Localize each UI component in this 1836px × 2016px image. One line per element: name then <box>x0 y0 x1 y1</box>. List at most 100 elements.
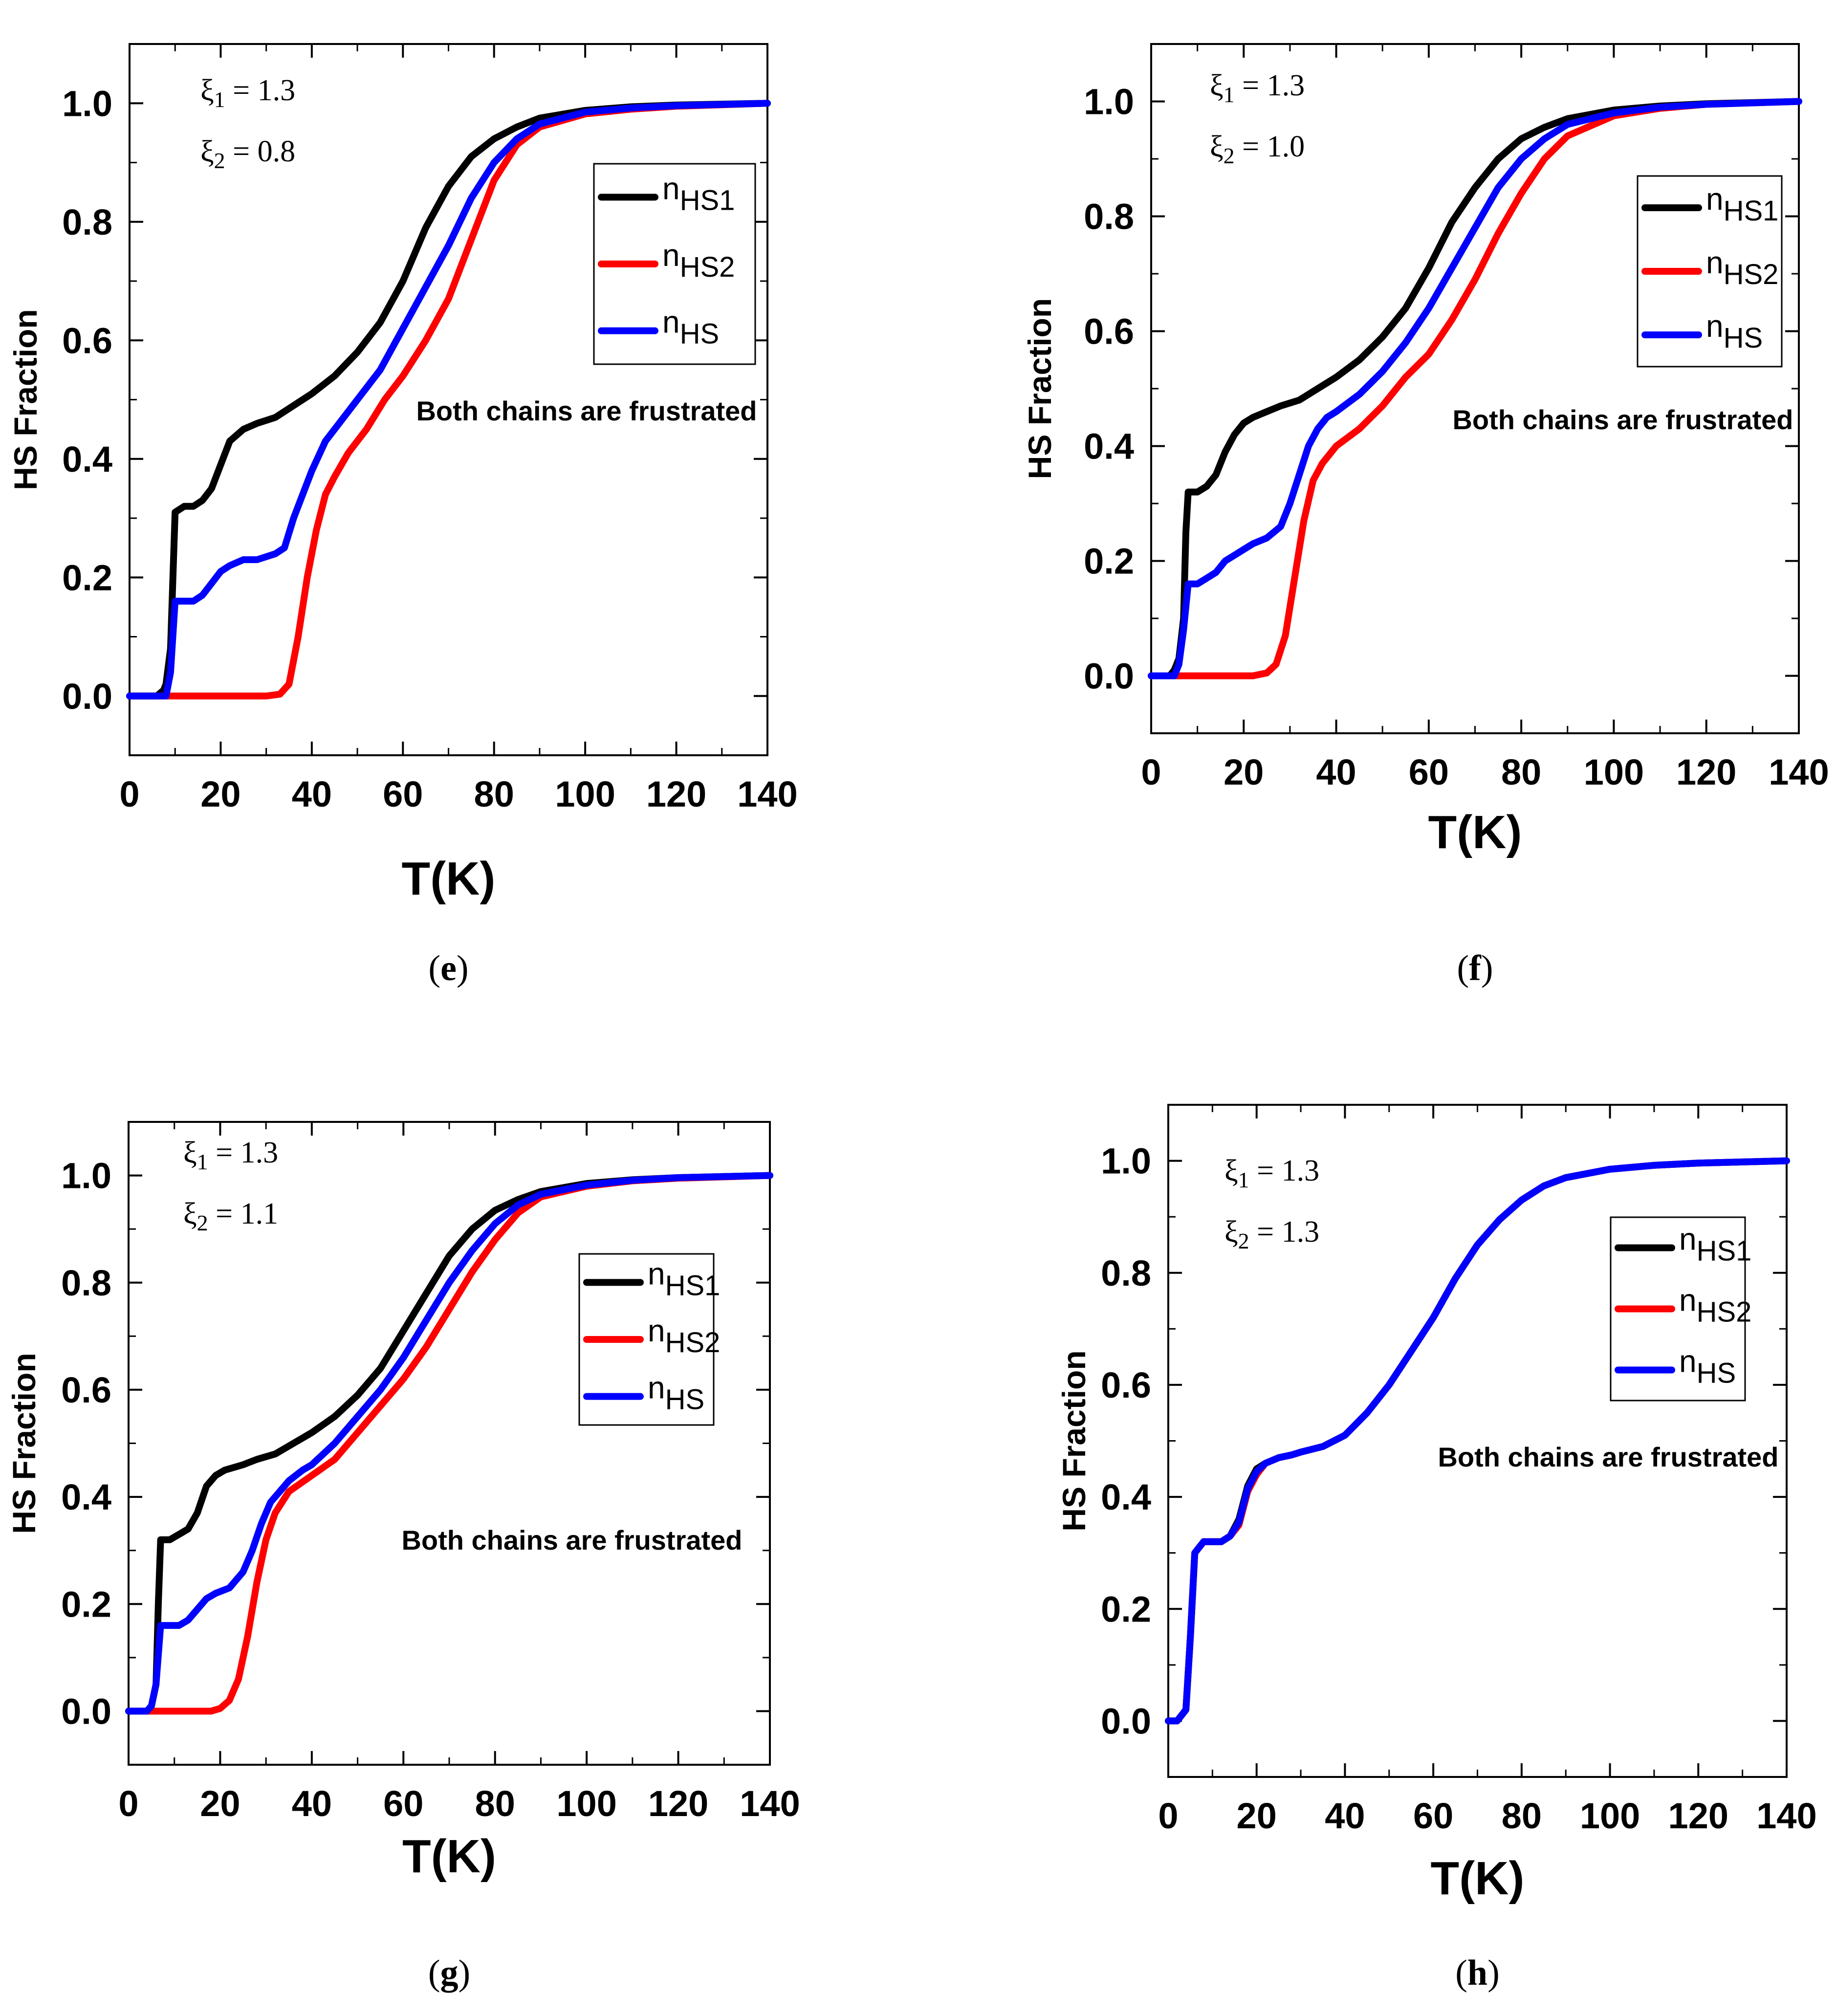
x-tick-label: 20 <box>1237 1796 1277 1836</box>
annotation-text: Both chains are frustrated <box>401 1525 742 1556</box>
legend-subscript: HS <box>680 318 720 350</box>
legend-subscript: HS2 <box>1724 259 1779 290</box>
x-tick-label: 120 <box>648 1783 708 1824</box>
equals-sign: = <box>225 74 258 107</box>
y-tick-label: 0.4 <box>1101 1477 1151 1517</box>
caption-close: ) <box>457 948 469 988</box>
annotation-text: Both chains are frustrated <box>416 395 757 426</box>
equals-sign: = <box>225 135 258 168</box>
y-tick-label: 0.0 <box>1101 1701 1151 1741</box>
series-line-nHS <box>1165 1157 1790 1725</box>
chart-panel-f: 0 20 40 60 80 100 120 140 0.0 0.2 0.4 0.6 0.8 1.0 T(K)… <box>1022 43 1829 988</box>
series-line-nHS1 <box>126 100 771 700</box>
series-line-nHS <box>1148 98 1802 679</box>
x-tick-label: 40 <box>292 1783 332 1824</box>
x-tick-label: 140 <box>1769 752 1829 792</box>
caption-open: ( <box>1455 1953 1467 1993</box>
series-line-nHS <box>126 100 771 700</box>
x-tick-label: 80 <box>1502 1796 1542 1836</box>
legend-subscript: HS2 <box>1697 1296 1752 1328</box>
annotation-text: Both chains are frustrated <box>1438 1442 1778 1472</box>
xi-subscript: 2 <box>197 1210 208 1235</box>
legend-label-nHS2: nHS2 <box>1679 1283 1751 1328</box>
x-tick-label: 60 <box>383 1783 423 1824</box>
xi-symbol: ξ <box>200 74 214 107</box>
caption-letter: f <box>1469 948 1482 988</box>
legend-label-nHS: nHS <box>662 305 719 350</box>
caption-close: ) <box>459 1953 471 1993</box>
y-tick-label: 1.0 <box>62 83 112 124</box>
legend-n: n <box>662 238 680 273</box>
xi-subscript: 2 <box>214 148 225 173</box>
y-tick-label: 0.0 <box>62 676 112 717</box>
x-tick-label: 100 <box>1584 752 1644 792</box>
annotation-text: Both chains are frustrated <box>1452 404 1793 435</box>
x-tick-label: 100 <box>555 774 615 814</box>
x-tick-label: 20 <box>200 1783 240 1824</box>
x-tick-label: 140 <box>1756 1796 1816 1836</box>
y-tick-label: 0.8 <box>61 1263 111 1303</box>
legend-n: n <box>648 1370 665 1405</box>
legend-label-nHS1: nHS1 <box>1679 1222 1751 1267</box>
param-xi2: ξ2 = 1.0 <box>1210 130 1305 168</box>
param-value: 1.3 <box>1267 69 1305 102</box>
x-axis-title: T(K) <box>1431 1852 1525 1905</box>
x-tick-label: 120 <box>1676 752 1736 792</box>
x-tick-label: 100 <box>1580 1796 1640 1836</box>
y-tick-label: 0.6 <box>1101 1365 1151 1405</box>
plot-frame <box>1167 1104 1788 1778</box>
series-line-nHS2 <box>1148 98 1802 679</box>
xi-symbol: ξ <box>1210 130 1224 163</box>
x-tick-label: 0 <box>118 1783 138 1824</box>
xi-symbol: ξ <box>183 1136 197 1169</box>
legend-n: n <box>1706 308 1724 344</box>
caption-open: ( <box>428 1953 440 1993</box>
panel-caption: (f) <box>1457 948 1493 988</box>
x-tick-label: 80 <box>1501 752 1541 792</box>
param-xi2: ξ2 = 1.3 <box>1224 1215 1319 1253</box>
panel-caption: (h) <box>1455 1953 1499 1993</box>
legend-n: n <box>662 305 680 340</box>
legend-n: n <box>648 1313 665 1348</box>
param-value: 1.3 <box>258 74 296 107</box>
y-axis-title: HS Fraction <box>1056 1350 1092 1531</box>
param-xi1: ξ1 = 1.3 <box>1210 69 1305 107</box>
param-value: 1.0 <box>1267 130 1305 163</box>
panel-caption: (g) <box>428 1953 470 1993</box>
y-tick-label: 1.0 <box>1084 82 1134 122</box>
x-tick-label: 60 <box>1409 752 1449 792</box>
legend-subscript: HS2 <box>680 251 735 283</box>
panel-caption: (e) <box>428 948 468 988</box>
xi-subscript: 1 <box>1238 1167 1249 1192</box>
x-tick-label: 140 <box>740 1783 800 1824</box>
caption-close: ) <box>1487 1953 1500 1993</box>
legend-label-nHS1: nHS1 <box>1706 181 1778 227</box>
y-tick-label: 0.0 <box>61 1691 111 1731</box>
y-tick-label: 1.0 <box>61 1156 111 1196</box>
x-tick-label: 40 <box>292 774 332 814</box>
y-tick-label: 0.2 <box>1084 541 1134 582</box>
y-tick-label: 0.4 <box>1084 426 1134 467</box>
x-tick-label: 20 <box>200 774 240 814</box>
legend-subscript: HS <box>1697 1358 1736 1389</box>
param-value: 1.3 <box>1282 1154 1320 1187</box>
xi-subscript: 2 <box>1224 143 1235 168</box>
param-value: 1.3 <box>1282 1215 1320 1249</box>
legend-label-nHS: nHS <box>648 1370 704 1416</box>
x-tick-label: 40 <box>1316 752 1356 792</box>
equals-sign: = <box>1249 1154 1282 1187</box>
x-tick-label: 20 <box>1224 752 1264 792</box>
x-tick-label: 100 <box>556 1783 616 1824</box>
legend-subscript: HS1 <box>1724 195 1779 227</box>
caption-letter: e <box>440 948 457 988</box>
param-value: 1.1 <box>240 1197 279 1230</box>
xi-subscript: 2 <box>1238 1228 1249 1253</box>
y-tick-label: 0.8 <box>1084 197 1134 237</box>
caption-open: ( <box>1457 948 1469 988</box>
y-axis-title: HS Fraction <box>7 309 44 490</box>
